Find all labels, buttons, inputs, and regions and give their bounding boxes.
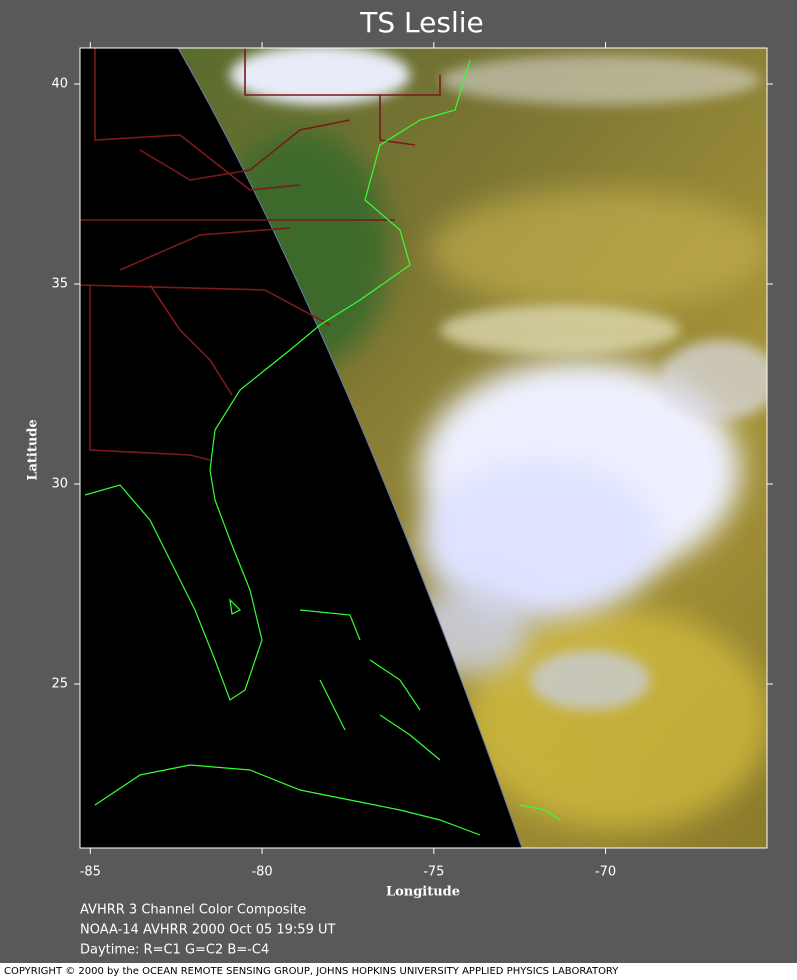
- plot-frame: [79, 47, 768, 849]
- x-tick-label: -85: [80, 865, 101, 880]
- swath-edge: [177, 47, 523, 849]
- coastlines: [84, 59, 561, 836]
- y-tick-label: 35: [51, 277, 68, 292]
- x-tick-label: -75: [423, 865, 444, 880]
- caption: AVHRR 3 Channel Color Composite: [80, 903, 306, 918]
- copyright: COPYRIGHT © 2000 by the OCEAN REMOTE SEN…: [4, 966, 619, 977]
- x-axis-label: Longitude: [386, 885, 460, 900]
- y-axis-label: Latitude: [26, 419, 41, 480]
- y-tick-label: 30: [51, 477, 68, 492]
- copyright-bar: [0, 963, 797, 980]
- y-tick-label: 25: [51, 677, 68, 692]
- x-tick-label: -70: [595, 865, 616, 880]
- x-tick-label: -80: [251, 865, 272, 880]
- title: TS Leslie: [359, 6, 483, 39]
- caption: NOAA-14 AVHRR 2000 Oct 05 19:59 UT: [80, 923, 335, 938]
- axes: -85 -80 -75 -70 40 35 30 25: [51, 42, 773, 880]
- state-borders: [79, 48, 441, 461]
- satellite-swath: [178, 48, 767, 848]
- caption: Daytime: R=C1 G=C2 B=-C4: [80, 943, 269, 958]
- y-tick-label: 40: [51, 77, 68, 92]
